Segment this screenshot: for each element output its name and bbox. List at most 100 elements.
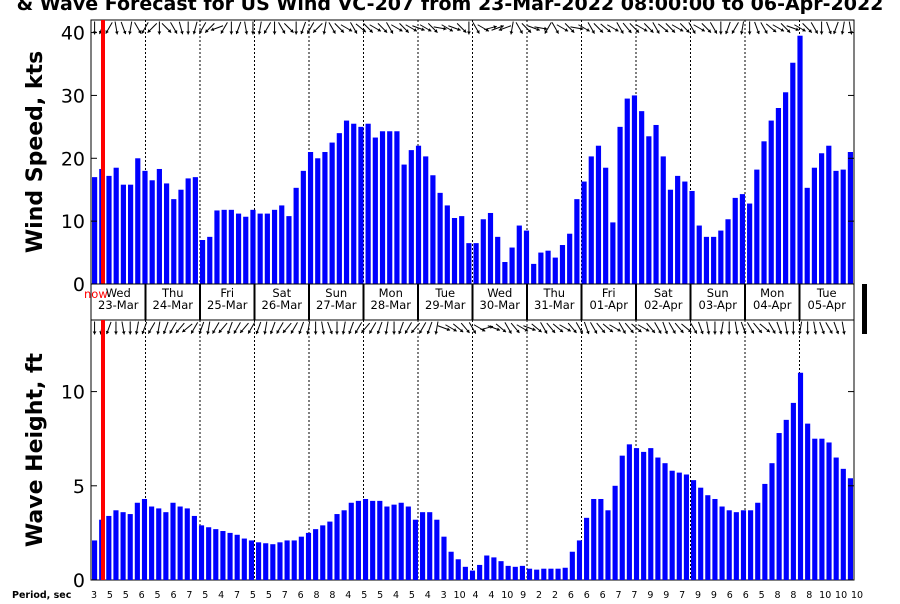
day-date: 01-Apr: [590, 298, 629, 312]
direction-arrow: [468, 322, 477, 334]
direction-arrow: [190, 322, 199, 334]
direction-arrow: [794, 24, 806, 32]
period-value: 6: [584, 590, 590, 600]
bar: [113, 510, 119, 580]
direction-arrow: [693, 24, 706, 32]
direction-arrow: [120, 21, 127, 35]
bar: [334, 514, 340, 580]
direction-arrow: [559, 324, 572, 332]
direction-arrow: [376, 321, 383, 335]
direction-arrow: [509, 21, 514, 35]
y-tick-label: 10: [61, 211, 85, 233]
direction-arrow: [643, 23, 654, 33]
direction-arrow: [631, 323, 642, 333]
direction-arrow: [734, 321, 739, 335]
period-value: 4: [488, 590, 494, 600]
bar: [484, 555, 490, 580]
bar: [805, 423, 811, 580]
bar: [662, 463, 668, 580]
period-value: 6: [170, 590, 176, 600]
bar: [552, 257, 558, 284]
direction-arrow: [114, 321, 118, 335]
direction-arrow: [719, 321, 724, 335]
direction-arrow: [206, 321, 211, 335]
bar: [538, 252, 544, 284]
bar: [698, 487, 704, 580]
direction-arrow: [298, 321, 305, 335]
bar: [548, 568, 554, 580]
direction-arrow: [405, 24, 418, 32]
bar: [569, 551, 575, 580]
bar: [286, 216, 292, 284]
direction-arrow: [484, 25, 497, 31]
bar: [377, 500, 383, 580]
bar: [502, 262, 508, 284]
period-value: 8: [314, 590, 320, 600]
bar: [412, 519, 419, 580]
direction-arrow: [473, 324, 486, 332]
direction-arrow: [255, 321, 262, 335]
period-value: 9: [695, 590, 701, 600]
bar: [487, 212, 494, 284]
direction-arrow: [681, 323, 692, 333]
now-label: now: [84, 287, 108, 301]
bar: [394, 131, 400, 284]
bar: [398, 502, 404, 580]
day-name: Sun: [325, 286, 347, 300]
bar: [178, 189, 184, 284]
direction-arrow: [355, 23, 367, 33]
bar: [761, 141, 767, 284]
bar: [256, 542, 262, 580]
direction-arrow: [701, 23, 712, 33]
direction-arrow: [609, 324, 621, 332]
period-value: 7: [679, 590, 685, 600]
bar: [198, 525, 205, 580]
direction-arrow: [759, 323, 771, 333]
bar: [712, 498, 718, 580]
direction-arrow: [662, 321, 669, 335]
day-date: 31-Mar: [534, 298, 575, 312]
direction-arrow: [368, 322, 377, 334]
direction-arrow: [825, 322, 833, 334]
period-value: 8: [774, 590, 780, 600]
direction-arrow: [290, 322, 298, 334]
direction-arrow: [399, 23, 410, 33]
bar: [819, 438, 825, 580]
direction-arrow: [322, 21, 327, 35]
bar: [243, 216, 249, 284]
direction-arrow: [531, 323, 542, 333]
bar: [423, 156, 429, 284]
bar: [605, 510, 611, 580]
bar: [156, 508, 162, 580]
right-marker: [862, 284, 867, 334]
bar: [631, 95, 638, 284]
bar: [840, 169, 846, 284]
bar: [207, 236, 213, 284]
direction-arrow: [754, 21, 760, 35]
y-tick-label: 30: [61, 85, 85, 107]
direction-arrow: [776, 321, 783, 335]
direction-arrow: [419, 24, 432, 32]
bar: [355, 500, 361, 580]
bar: [320, 525, 326, 580]
direction-arrow: [239, 322, 249, 334]
direction-arrow: [276, 322, 284, 334]
direction-arrow: [178, 21, 184, 35]
bar: [595, 145, 602, 284]
y-tick-label: 10: [61, 382, 85, 404]
direction-arrow: [740, 321, 747, 335]
direction-arrow: [819, 21, 824, 35]
period-value: 5: [409, 590, 415, 600]
bar: [206, 527, 212, 580]
direction-arrow: [294, 21, 299, 35]
bar: [619, 455, 625, 580]
bar: [495, 236, 501, 284]
bar: [769, 463, 775, 580]
day-name: Fri: [602, 286, 616, 300]
direction-arrow: [157, 21, 162, 35]
period-value: 7: [616, 590, 622, 600]
direction-arrow: [709, 22, 718, 34]
wave-height-panel: 0 5 10 Wave Height, ft: [23, 319, 855, 592]
bar: [466, 243, 472, 284]
direction-arrow: [212, 322, 220, 334]
